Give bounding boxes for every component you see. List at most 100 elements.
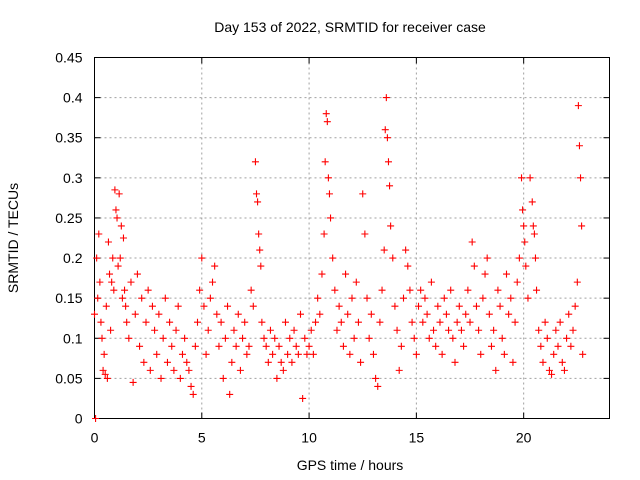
data-point	[110, 286, 118, 294]
data-point	[376, 318, 384, 326]
data-point	[121, 286, 129, 294]
data-point	[166, 318, 174, 326]
data-point	[146, 366, 154, 374]
data-point	[352, 278, 360, 286]
data-point	[290, 326, 298, 334]
data-point	[325, 190, 333, 198]
data-point	[503, 270, 510, 278]
data-point	[224, 302, 232, 310]
data-point	[255, 230, 263, 238]
data-point	[133, 270, 141, 278]
data-point	[440, 294, 448, 302]
data-point	[350, 334, 358, 342]
data-point	[451, 358, 459, 366]
data-point	[94, 294, 102, 302]
data-point	[254, 198, 262, 206]
data-point	[277, 358, 285, 366]
data-point	[200, 302, 208, 310]
y-tick-label: 0.1	[63, 330, 83, 346]
data-point	[374, 382, 382, 390]
data-point	[234, 310, 242, 318]
data-point	[112, 206, 120, 214]
data-point	[99, 366, 107, 374]
data-point	[548, 370, 556, 378]
data-point	[430, 326, 438, 334]
data-point	[191, 342, 199, 350]
data-point	[187, 382, 195, 390]
data-point	[125, 334, 133, 342]
data-point	[535, 326, 543, 334]
data-point	[226, 390, 234, 398]
data-point	[397, 342, 405, 350]
data-point	[129, 378, 137, 386]
data-point	[168, 342, 176, 350]
data-point	[577, 174, 585, 182]
data-point	[294, 350, 302, 358]
data-point	[118, 294, 126, 302]
data-point	[96, 278, 104, 286]
data-point	[155, 310, 163, 318]
grid	[94, 57, 610, 419]
data-point	[367, 310, 375, 318]
data-point	[575, 142, 583, 150]
data-point	[176, 374, 184, 382]
data-point	[519, 206, 527, 214]
data-point	[292, 342, 300, 350]
y-tick-label: 0.15	[55, 290, 82, 306]
data-point	[327, 214, 335, 222]
data-point	[213, 310, 221, 318]
data-point	[425, 334, 433, 342]
data-point	[236, 366, 244, 374]
data-point	[228, 358, 236, 366]
data-point	[230, 326, 238, 334]
data-point	[251, 158, 259, 166]
data-point	[104, 238, 112, 246]
data-point	[178, 350, 186, 358]
data-point	[219, 374, 227, 382]
data-point	[269, 350, 277, 358]
data-point	[494, 286, 502, 294]
data-points	[91, 94, 587, 422]
data-point	[545, 366, 553, 374]
data-point	[384, 158, 392, 166]
data-point	[281, 318, 289, 326]
data-point	[475, 326, 483, 334]
data-point	[163, 358, 171, 366]
data-point	[131, 310, 139, 318]
data-point	[266, 326, 274, 334]
data-point	[404, 262, 412, 270]
data-point	[221, 334, 229, 342]
data-point	[111, 186, 119, 194]
data-point	[329, 254, 337, 262]
data-point	[515, 254, 523, 262]
data-point	[487, 342, 495, 350]
data-point	[445, 326, 453, 334]
data-point	[288, 358, 296, 366]
data-point	[524, 294, 532, 302]
data-point	[447, 286, 455, 294]
data-point	[518, 174, 526, 182]
data-point	[554, 342, 562, 350]
data-point	[264, 358, 272, 366]
data-point	[550, 350, 558, 358]
y-tick-label: 0	[75, 411, 83, 427]
x-tick-label: 20	[516, 430, 532, 446]
data-point	[342, 270, 350, 278]
data-point	[400, 294, 407, 302]
data-point	[138, 294, 146, 302]
data-point	[215, 342, 223, 350]
data-point	[573, 278, 581, 286]
data-point	[417, 286, 425, 294]
data-point	[509, 358, 517, 366]
data-point	[303, 350, 311, 358]
y-tick-label: 0.35	[55, 130, 82, 146]
data-point	[314, 294, 322, 302]
data-point	[299, 394, 307, 402]
data-point	[204, 326, 212, 334]
data-point	[93, 254, 101, 262]
data-point	[462, 310, 470, 318]
data-point	[541, 318, 549, 326]
data-point	[249, 302, 257, 310]
data-point	[98, 334, 106, 342]
